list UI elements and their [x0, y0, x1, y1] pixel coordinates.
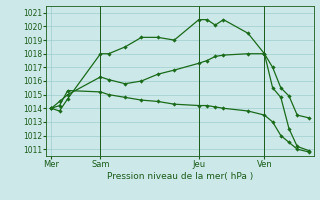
- X-axis label: Pression niveau de la mer( hPa ): Pression niveau de la mer( hPa ): [107, 172, 253, 181]
